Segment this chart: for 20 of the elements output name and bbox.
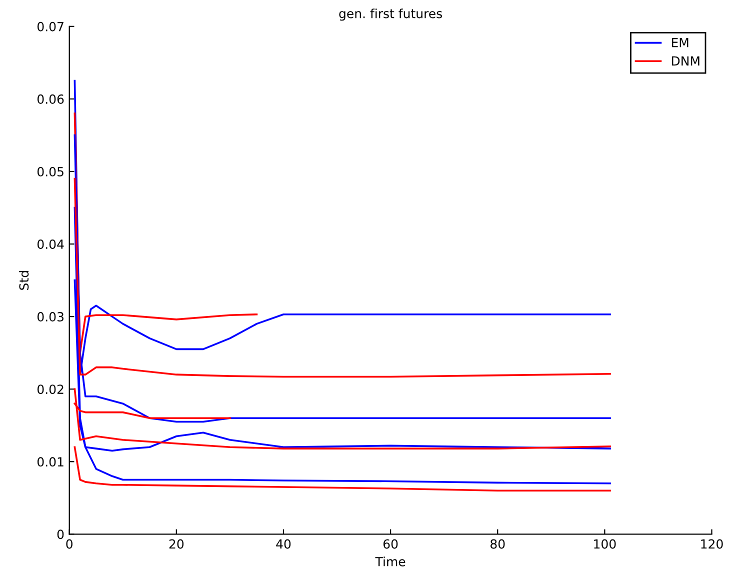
legend-label: DNM bbox=[672, 56, 700, 66]
y-tick-label: 0 bbox=[57, 530, 64, 540]
x-tick-label: 80 bbox=[490, 539, 505, 549]
x-tick-label: 120 bbox=[701, 539, 723, 549]
x-tick-label: 20 bbox=[169, 539, 184, 549]
chart-title: gen. first futures bbox=[339, 8, 442, 21]
x-axis-title: Time bbox=[375, 556, 406, 566]
y-tick-label: 0.04 bbox=[37, 239, 64, 249]
y-tick-label: 0.06 bbox=[37, 94, 64, 104]
y-tick-label: 0.02 bbox=[37, 384, 64, 394]
y-tick-label: 0.07 bbox=[37, 22, 64, 32]
y-tick-label: 0.01 bbox=[37, 457, 64, 467]
x-tick-label: 60 bbox=[383, 539, 398, 549]
y-axis-title: Std bbox=[19, 271, 29, 290]
y-tick-label: 0.03 bbox=[37, 312, 64, 322]
x-tick-label: 100 bbox=[594, 539, 616, 549]
x-tick-label: 0 bbox=[66, 539, 72, 549]
y-tick-label: 0.05 bbox=[37, 166, 64, 176]
x-tick-label: 40 bbox=[276, 539, 291, 549]
legend-label: EM bbox=[672, 38, 688, 48]
